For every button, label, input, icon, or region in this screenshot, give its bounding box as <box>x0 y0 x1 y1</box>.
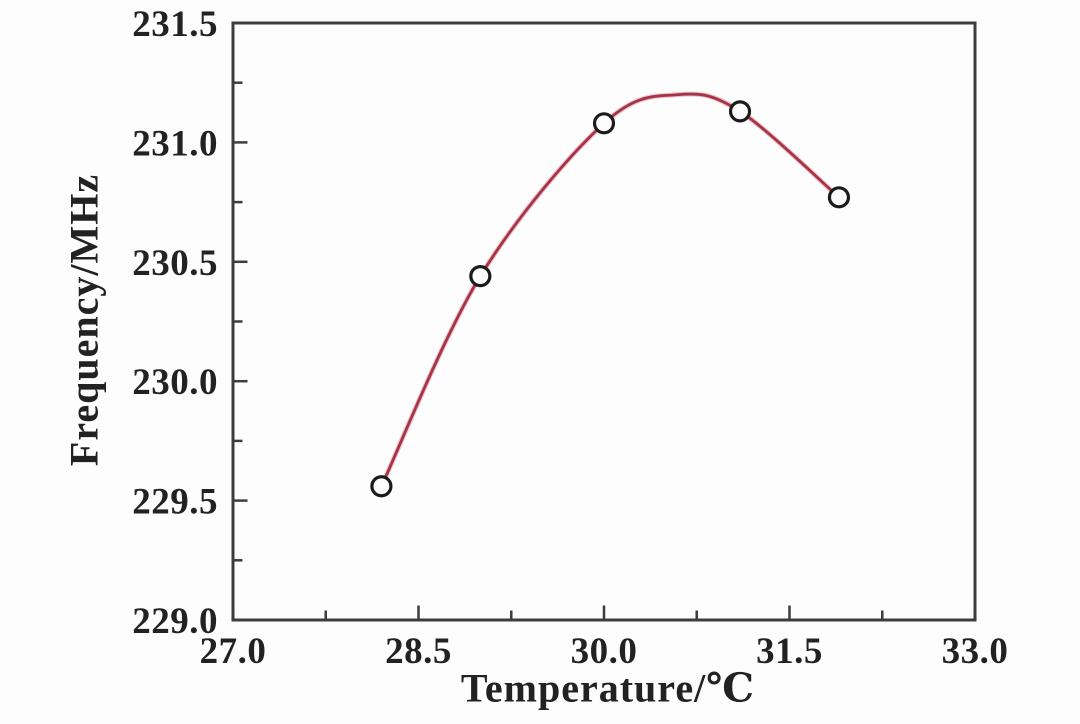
data-point-marker <box>370 475 393 498</box>
data-point-marker <box>469 265 492 288</box>
data-point-marker <box>592 112 616 135</box>
data-point-marker <box>827 186 851 209</box>
y-tick-label: 231.0 <box>132 123 218 164</box>
y-tick-label: 230.5 <box>132 243 218 284</box>
x-tick-label: 28.5 <box>385 631 452 672</box>
x-tick-label: 31.5 <box>756 631 823 672</box>
data-point-marker <box>728 100 752 123</box>
y-tick-label: 231.5 <box>132 4 218 45</box>
y-tick-label: 229.5 <box>132 482 218 523</box>
plot-border <box>231 21 977 622</box>
y-tick-label: 230.0 <box>132 362 218 403</box>
x-tick-label: 30.0 <box>571 631 638 672</box>
x-axis-title: Temperature/℃ <box>460 665 756 711</box>
x-tick-label: 27.0 <box>200 631 267 672</box>
y-axis-title: Frequency/MHz <box>61 173 107 467</box>
x-tick-label: 33.0 <box>942 631 1009 672</box>
y-tick-label: 229.0 <box>132 601 218 642</box>
